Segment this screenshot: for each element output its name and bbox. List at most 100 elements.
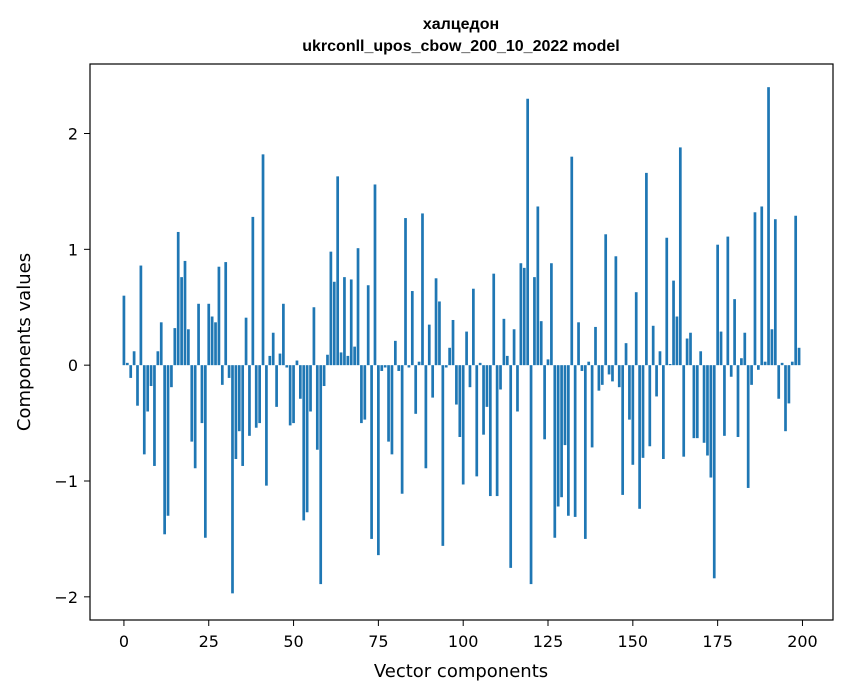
bar-component-146	[617, 365, 621, 388]
bar-component-58	[319, 365, 323, 585]
bar-component-188	[760, 206, 764, 366]
bar-component-141	[600, 365, 604, 385]
bar-component-107	[485, 365, 489, 407]
bar-component-167	[689, 332, 692, 366]
bar-component-168	[692, 365, 696, 439]
bar-component-158	[658, 351, 662, 366]
bar-component-98	[455, 365, 458, 405]
bar-component-199	[797, 347, 801, 366]
bar-component-33	[234, 365, 238, 459]
bar-component-10	[156, 351, 160, 366]
bar-component-183	[743, 332, 747, 366]
y-axis-label: Components values	[14, 253, 35, 431]
bar-component-104	[475, 365, 479, 477]
bar-component-0	[122, 295, 126, 366]
bar-component-70	[360, 365, 363, 424]
plot-area-frame	[89, 63, 834, 621]
bar-component-112	[502, 318, 506, 366]
bar-component-1	[125, 362, 129, 366]
bar-component-11	[159, 322, 163, 366]
bar-component-35	[241, 365, 245, 466]
bar-component-115	[512, 329, 516, 366]
bar-component-153	[641, 365, 645, 458]
bar-component-22	[197, 303, 200, 366]
chart-title-line2: ukrconll_upos_cbow_200_10_2022 model	[302, 38, 619, 55]
bar-component-96	[448, 347, 451, 366]
bar-component-25	[207, 303, 211, 366]
bar-component-133	[573, 365, 577, 517]
bar-component-108	[488, 365, 492, 497]
bar-component-21	[193, 365, 197, 469]
x-tick-label: 200	[787, 632, 818, 651]
bar-component-24	[203, 365, 207, 538]
bar-component-149	[628, 365, 631, 420]
bar-component-185	[750, 365, 753, 385]
bar-component-16	[176, 231, 180, 366]
bar-component-66	[346, 355, 350, 366]
bar-component-123	[539, 321, 543, 366]
bar-component-148	[624, 343, 628, 366]
bar-component-122	[536, 206, 540, 366]
bar-component-147	[621, 365, 625, 495]
bar-component-62	[332, 281, 336, 366]
bar-component-73	[370, 365, 373, 539]
bar-component-113	[505, 355, 509, 366]
bar-component-4	[136, 365, 139, 406]
bar-component-88	[421, 213, 424, 366]
bar-component-143	[607, 365, 611, 375]
bar-component-151	[634, 292, 638, 366]
bar-component-176	[719, 331, 723, 366]
bar-component-152	[638, 365, 641, 509]
bar-component-89	[424, 365, 428, 469]
bar-component-116	[516, 365, 519, 412]
bar-component-171	[702, 365, 706, 443]
bar-component-162	[672, 280, 675, 366]
bar-component-55	[309, 365, 312, 412]
bar-component-160	[665, 237, 669, 366]
bar-component-139	[594, 326, 597, 366]
bar-component-135	[580, 365, 584, 371]
y-tick-label: 2	[68, 125, 78, 144]
bar-component-27	[214, 322, 217, 366]
bar-component-86	[414, 365, 418, 414]
bar-component-186	[753, 212, 757, 366]
bar-component-92	[434, 278, 438, 366]
bar-component-59	[322, 365, 326, 387]
bar-component-173	[709, 365, 713, 478]
bar-component-47	[282, 303, 285, 366]
bar-component-17	[180, 277, 183, 366]
bar-component-6	[142, 365, 146, 455]
y-tick-label: −1	[54, 472, 78, 491]
bar-component-100	[461, 365, 465, 485]
bar-component-9	[153, 365, 156, 466]
bar-component-48	[285, 365, 289, 368]
chart-title-line1: халцедон	[423, 16, 499, 33]
bar-component-163	[675, 316, 679, 366]
bar-component-8	[149, 365, 153, 387]
bar-component-105	[478, 362, 482, 366]
bar-component-37	[248, 365, 251, 436]
bar-component-23	[200, 365, 204, 424]
bar-component-19	[187, 329, 190, 366]
bar-component-118	[522, 267, 526, 366]
bar-component-42	[265, 365, 268, 486]
bar-component-43	[268, 355, 272, 366]
x-tick-label: 150	[618, 632, 649, 651]
bar-component-69	[356, 248, 360, 366]
x-tick-label: 100	[448, 632, 479, 651]
x-tick-label: 175	[702, 632, 733, 651]
bar-component-87	[417, 361, 421, 366]
bar-component-5	[139, 265, 143, 366]
bar-component-20	[190, 365, 194, 442]
bar-component-30	[224, 262, 228, 366]
bar-component-103	[472, 288, 475, 366]
x-tick-label: 50	[283, 632, 303, 651]
bar-component-191	[770, 329, 774, 366]
bar-component-193	[777, 365, 781, 399]
bar-component-155	[648, 365, 652, 447]
bar-component-182	[740, 358, 743, 366]
bar-component-189	[763, 361, 767, 366]
bar-component-140	[597, 365, 601, 391]
bar-component-161	[668, 364, 672, 366]
